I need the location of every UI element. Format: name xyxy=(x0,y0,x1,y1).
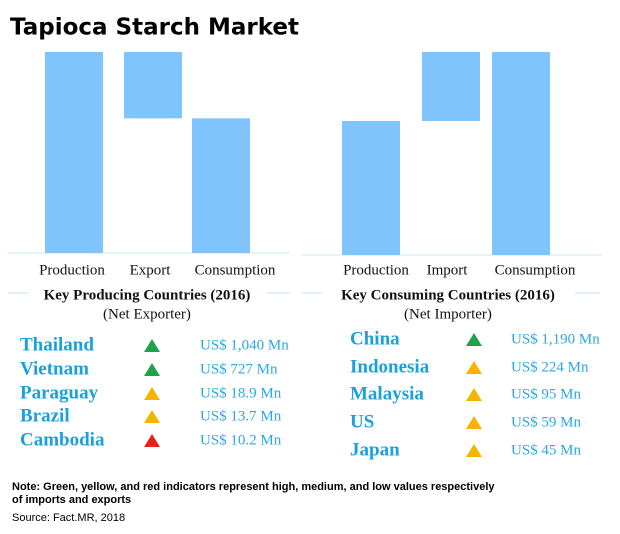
country: Malaysia xyxy=(350,383,424,404)
panel-heading: Key Producing Countries (2016) xyxy=(44,287,251,303)
value: US$ 18.9 Mn xyxy=(200,385,282,401)
country: China xyxy=(350,328,400,349)
indicator xyxy=(466,361,482,374)
panel-heading: Key Consuming Countries (2016) xyxy=(341,287,555,303)
category-label: Consumption xyxy=(495,262,576,278)
indicator xyxy=(144,410,160,423)
bar xyxy=(342,121,400,256)
panel-subheading: (Net Exporter) xyxy=(103,306,191,322)
indicator xyxy=(466,416,482,429)
source: Source: Fact.MR, 2018 xyxy=(12,512,125,524)
category-label: Consumption xyxy=(195,262,276,278)
panel-subheading: (Net Importer) xyxy=(404,306,492,322)
bar xyxy=(192,118,250,253)
indicator xyxy=(466,444,482,457)
indicator xyxy=(466,333,482,346)
country: Thailand xyxy=(20,334,94,355)
note: Note: Green, yellow, and red indicators … xyxy=(12,481,495,493)
country: Paraguay xyxy=(20,382,99,403)
country: Brazil xyxy=(20,405,70,426)
value: US$ 13.7 Mn xyxy=(200,408,282,424)
value: US$ 224 Mn xyxy=(511,359,589,375)
value: US$ 10.2 Mn xyxy=(200,432,282,448)
country: Japan xyxy=(350,439,400,460)
indicator xyxy=(144,363,160,376)
value: US$ 95 Mn xyxy=(511,386,582,402)
value: US$ 727 Mn xyxy=(200,361,278,377)
value: US$ 1,040 Mn xyxy=(200,337,289,353)
category-label: Production xyxy=(39,262,105,278)
category-label: Import xyxy=(427,262,469,278)
note: of imports and exports xyxy=(12,494,131,506)
country: Indonesia xyxy=(350,356,430,377)
bar xyxy=(492,52,550,255)
indicator xyxy=(144,387,160,400)
value: US$ 59 Mn xyxy=(511,414,582,430)
country: Vietnam xyxy=(20,358,89,379)
country: Cambodia xyxy=(20,429,105,450)
indicator xyxy=(144,434,160,447)
value: US$ 1,190 Mn xyxy=(511,331,600,347)
bar xyxy=(45,52,103,253)
category-label: Production xyxy=(343,262,409,278)
bar xyxy=(124,52,182,119)
country: US xyxy=(350,411,374,432)
indicator xyxy=(144,339,160,352)
title: Tapioca Starch Market xyxy=(10,15,299,41)
value: US$ 45 Mn xyxy=(511,442,582,458)
category-label: Export xyxy=(130,262,172,278)
bar xyxy=(422,52,480,122)
indicator xyxy=(466,388,482,401)
